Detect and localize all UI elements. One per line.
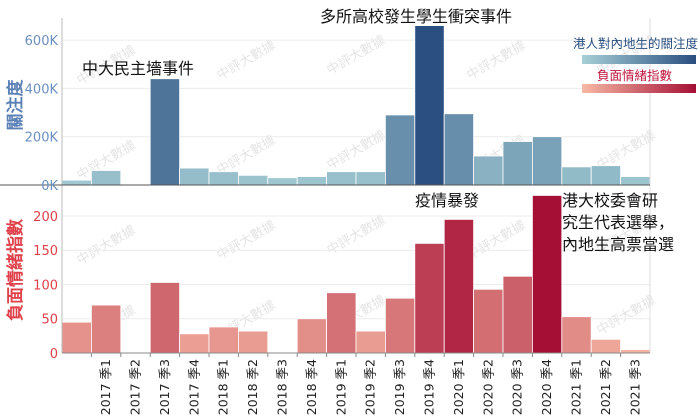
bottom-legend: 負面情緒指數 (582, 68, 696, 93)
annotation-epidemic: 疫情暴發 (415, 191, 479, 210)
x-tick-label: 2017 季2 (128, 359, 143, 415)
top-bar-2020-季1 (443, 113, 475, 186)
watermark-text: 中評大數據 (215, 218, 279, 263)
top-bar-2017-季4 (179, 167, 210, 186)
top-bar-2021-季1 (561, 166, 592, 186)
bottom-bar-2020-季1 (443, 219, 475, 354)
x-tick-label: 2018 季1 (216, 359, 231, 415)
x-tick-label: 2021 季2 (598, 359, 613, 415)
top-bar-2018-季1 (208, 171, 239, 186)
annotation-line: 究生代表選舉， (562, 213, 674, 232)
bottom-bar-2017-季1 (91, 304, 122, 354)
top-bar-2019-季2 (355, 171, 386, 186)
bottom-bar-2021-季2 (590, 338, 622, 354)
bottom-bar-2020-季4 (532, 195, 563, 354)
watermark-text: 中評大數據 (215, 38, 279, 83)
bottom-bar-2018-季2 (237, 330, 269, 354)
top-legend-label: 港人對內地生的關注度 (573, 36, 699, 51)
annotation-campus-conflicts: 多所高校發生學生衝突事件 (320, 7, 512, 26)
x-tick-label: 2020 季3 (510, 359, 525, 415)
top-bar-2018-季3 (267, 177, 298, 186)
top-bar-2021-季2 (590, 165, 622, 186)
bottom-bar-2016-季4 (61, 321, 92, 354)
top-legend-ramp (582, 55, 696, 64)
x-tick-label: 2018 季4 (304, 359, 319, 415)
x-tick-label: 2017 季1 (98, 359, 113, 415)
top-bar-2019-季4 (414, 25, 445, 186)
annotation-line: 內地生高票當選 (562, 235, 674, 254)
bottom-bar-2020-季2 (473, 288, 504, 354)
top-y-axis-title: 關注度 (5, 79, 26, 131)
top-bar-2020-季2 (473, 155, 504, 186)
watermark-text: 中評大數據 (75, 223, 139, 268)
annotation-hku-election: 港大校委會研究生代表選舉， 內地生高票當選 (562, 191, 674, 254)
x-tick-label: 2019 季4 (422, 359, 437, 415)
annotation-line: 港大校委會研 (562, 191, 658, 210)
bottom-bar-2021-季1 (561, 316, 592, 354)
top-bar-2019-季3 (384, 114, 416, 186)
x-tick-label: 2017 季4 (186, 359, 201, 415)
bottom-bar-2017-季3 (149, 282, 180, 354)
watermark-text: 中評大數據 (465, 218, 529, 263)
top-legend: 港人對內地生的關注度 (573, 36, 699, 64)
bottom-bar-2018-季1 (208, 326, 239, 354)
bottom-bar-2019-季1 (326, 292, 357, 354)
x-tick-label: 2020 季1 (451, 359, 466, 415)
bottom-y-tick-label: 100 (33, 278, 58, 293)
top-y-tick-label: 600K (25, 34, 59, 49)
top-y-tick-label: 0K (41, 179, 58, 194)
top-bar-2017-季3 (149, 78, 180, 186)
bottom-bar-2020-季3 (502, 275, 533, 354)
watermark-text: 中評大數據 (325, 213, 389, 258)
top-y-ticks: 0K 200K 400K 600K (25, 34, 59, 194)
bottom-legend-label: 負面情緒指數 (597, 68, 673, 83)
top-bar-2018-季2 (237, 174, 269, 186)
x-tick-label: 2020 季2 (480, 359, 495, 415)
top-bar-2020-季3 (502, 141, 533, 186)
bottom-y-tick-label: 200 (33, 210, 58, 225)
watermark-text: 中評大數據 (465, 38, 529, 83)
watermark-text: 中評大數據 (595, 293, 659, 338)
watermark-text: 中評大數據 (325, 128, 389, 173)
x-tick-label: 2021 季3 (627, 359, 642, 415)
top-bar-2021-季3 (620, 176, 651, 186)
top-y-tick-label: 400K (25, 82, 59, 97)
x-tick-label: 2019 季2 (363, 359, 378, 415)
top-bar-2019-季1 (326, 171, 357, 186)
x-tick-label: 2019 季1 (333, 359, 348, 415)
x-tick-label: 2018 季3 (275, 359, 290, 415)
annotation-cuhk-wall: 中大民主墻事件 (82, 59, 194, 78)
bottom-y-tick-label: 50 (41, 313, 58, 328)
top-bar-2017-季1 (91, 170, 122, 186)
bottom-y-tick-label: 150 (33, 244, 58, 259)
bottom-bar-2018-季4 (296, 318, 328, 354)
top-bar-2020-季4 (532, 136, 563, 186)
bottom-panel-bars (61, 195, 651, 354)
x-tick-label: 2019 季3 (392, 359, 407, 415)
x-tick-label: 2017 季3 (157, 359, 172, 415)
bottom-bar-2019-季2 (355, 330, 386, 354)
bottom-legend-ramp (582, 84, 696, 93)
x-tick-label: 2020 季4 (539, 359, 554, 415)
x-tick-label: 2018 季2 (245, 359, 260, 415)
x-tick-label: 2021 季1 (569, 359, 584, 415)
top-y-tick-label: 200K (25, 131, 59, 146)
top-bar-2018-季4 (296, 176, 328, 186)
bottom-y-axis-title: 負面情緒指數 (5, 219, 26, 321)
bottom-bar-2021-季3 (620, 349, 651, 354)
top-panel-bars (61, 25, 651, 186)
bottom-bar-2017-季4 (179, 333, 210, 354)
bottom-y-ticks: 0 50 100 150 200 (33, 210, 58, 362)
top-bar-2016-季4 (61, 179, 92, 186)
bottom-bar-2019-季3 (384, 297, 416, 354)
bottom-y-tick-label: 0 (50, 347, 58, 362)
x-tick-labels: 2017 季1 2017 季2 2017 季3 2017 季4 2018 季1 2018 … (90, 353, 642, 415)
bottom-bar-2019-季4 (414, 242, 445, 354)
